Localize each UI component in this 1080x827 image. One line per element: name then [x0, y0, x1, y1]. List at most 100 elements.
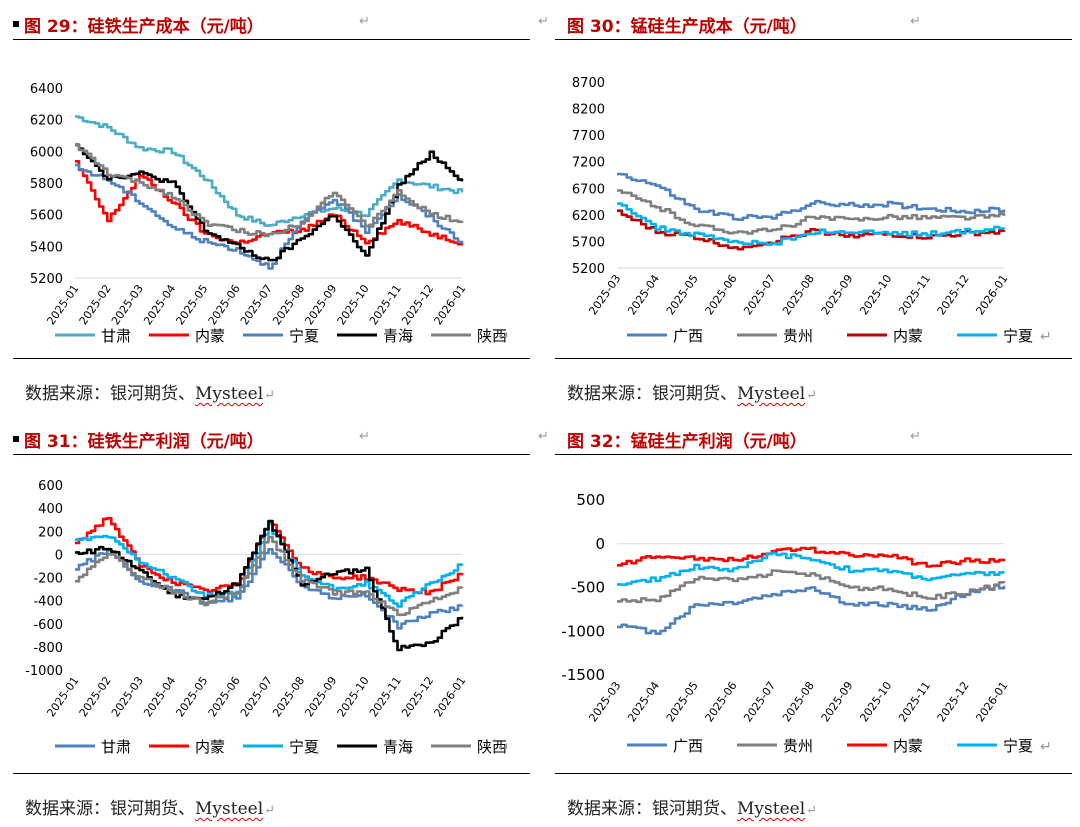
legend-label: 宁夏: [1003, 737, 1033, 755]
x-tick-label: 2025-06: [206, 674, 243, 719]
legend-label: 贵州: [783, 327, 813, 345]
x-tick-label: 2025-06: [206, 282, 243, 327]
return-mark: ↵: [538, 429, 549, 444]
series-line-3: [75, 143, 464, 262]
source-brand: Mysteel: [195, 799, 264, 819]
source-note: 数据来源：银河期货、Mysteel↵: [25, 384, 276, 404]
x-tick-label: 2025-12: [935, 272, 972, 317]
legend-label: 宁夏: [1003, 327, 1033, 345]
x-tick-label: 2025-10: [857, 272, 894, 317]
return-mark: ↵: [910, 14, 921, 29]
x-tick-label: 2025-07: [741, 679, 778, 724]
y-tick-label: -1000: [25, 664, 63, 679]
x-tick-label: 2025-11: [367, 282, 404, 327]
legend-label: 内蒙: [195, 327, 225, 345]
y-tick-label: 7700: [572, 129, 605, 144]
x-tick-label: 2025-08: [270, 282, 307, 327]
x-tick-label: 2025-09: [819, 272, 856, 317]
source-note: 数据来源：银河期货、Mysteel↵: [567, 799, 818, 819]
source-brand: Mysteel: [737, 799, 806, 819]
series-line-0: [617, 584, 1006, 635]
y-tick-label: 6200: [30, 114, 63, 129]
series-line-4: [75, 535, 464, 617]
x-tick-label: 2026-01: [431, 282, 468, 327]
x-tick-label: 2025-02: [77, 674, 114, 719]
y-tick-label: 600: [38, 479, 63, 494]
x-tick-label: 2026-01: [431, 674, 468, 719]
x-tick-label: 2025-03: [109, 282, 146, 327]
y-tick-label: 0: [55, 548, 63, 563]
x-tick-label: 2025-11: [896, 272, 933, 317]
chart-title-text: 图 31：硅铁生产利润（元/吨）: [24, 432, 264, 452]
y-tick-label: 6700: [572, 182, 605, 197]
chart-silicon-iron-cost: 52005400560058006000620064002025-012025-…: [30, 82, 510, 345]
x-tick-label: 2025-08: [780, 679, 817, 724]
y-tick-label: 5400: [30, 240, 63, 255]
chart-title-text: 图 29：硅铁生产成本（元/吨）: [24, 17, 264, 37]
x-tick-label: 2026-01: [973, 679, 1010, 724]
x-tick-label: 2025-05: [664, 272, 701, 317]
title-rule: [13, 39, 530, 40]
bottom-rule: [13, 773, 530, 774]
y-tick-label: -500: [571, 579, 605, 597]
chart-title-text: 图 30：锰硅生产成本（元/吨）: [567, 17, 807, 37]
legend-label: 宁夏: [289, 738, 319, 756]
y-tick-label: 8700: [572, 76, 605, 91]
legend-label: 内蒙: [195, 738, 225, 756]
x-tick-label: 2025-09: [819, 679, 856, 724]
x-tick-label: 2025-03: [586, 679, 623, 724]
y-tick-label: 6000: [30, 145, 63, 160]
x-tick-label: 2025-01: [44, 282, 81, 327]
source-note: 数据来源：银河期货、Mysteel↵: [567, 384, 818, 404]
x-tick-label: 2025-01: [44, 674, 81, 719]
panel-fig29: 图 29：硅铁生产成本（元/吨） ↵ 5200 5400 5600 5800 6000 6…: [13, 12, 530, 412]
x-tick-label: 2026-01: [973, 272, 1010, 317]
x-tick-label: 2025-07: [238, 282, 275, 327]
chart-silicon-iron-profit: -1000-800-600-400-20002004006002025-0120…: [25, 479, 510, 756]
x-tick-label: 2025-04: [141, 282, 178, 327]
y-tick-label: 7200: [572, 156, 605, 171]
x-tick-label: 2025-03: [586, 272, 623, 317]
chart-title-text: 图 32：锰硅生产利润（元/吨）: [567, 432, 807, 452]
return-mark: ↵: [910, 429, 921, 444]
y-tick-label: -1000: [561, 622, 605, 640]
series-line-1: [617, 569, 1006, 604]
series-line-3: [617, 551, 1006, 586]
bottom-rule: [13, 358, 530, 359]
source-brand: Mysteel: [195, 384, 264, 404]
y-tick-label: 0: [595, 535, 605, 553]
return-mark: ↵: [1040, 739, 1052, 755]
x-tick-label: 2025-08: [780, 272, 817, 317]
x-tick-label: 2025-03: [109, 674, 146, 719]
chart-title: 图 29：硅铁生产成本（元/吨）: [13, 12, 264, 37]
return-mark: ↵: [359, 14, 370, 29]
return-mark: ↵: [1040, 329, 1052, 345]
series-line-2: [617, 546, 1006, 568]
y-tick-label: -400: [33, 595, 63, 610]
return-mark: ↵: [538, 14, 549, 29]
x-tick-label: 2025-11: [896, 679, 933, 724]
series-line-3: [617, 202, 1006, 246]
y-tick-label: 200: [38, 525, 63, 540]
y-tick-label: 6400: [30, 82, 63, 97]
series-line-0: [75, 115, 464, 227]
source-brand: Mysteel: [737, 384, 806, 404]
chart-title: 图 30：锰硅生产成本（元/吨）: [567, 12, 807, 37]
title-rule: [555, 39, 1072, 40]
y-tick-label: 5700: [572, 235, 605, 250]
legend-label: 宁夏: [289, 327, 319, 345]
return-mark: ↵: [359, 429, 370, 444]
legend-label: 陕西: [477, 327, 507, 345]
legend-label: 广西: [673, 327, 703, 345]
y-tick-label: 5200: [30, 272, 63, 287]
bottom-rule: [555, 773, 1072, 774]
series-line-3: [75, 519, 464, 652]
return-mark: ↵: [498, 329, 510, 345]
bullet-square: [13, 436, 19, 442]
y-tick-label: -200: [33, 572, 63, 587]
series-line-4: [75, 144, 464, 238]
y-tick-label: -1500: [561, 666, 605, 684]
x-tick-label: 2025-07: [741, 272, 778, 317]
x-tick-label: 2025-04: [141, 674, 178, 719]
y-tick-label: 500: [576, 491, 605, 509]
